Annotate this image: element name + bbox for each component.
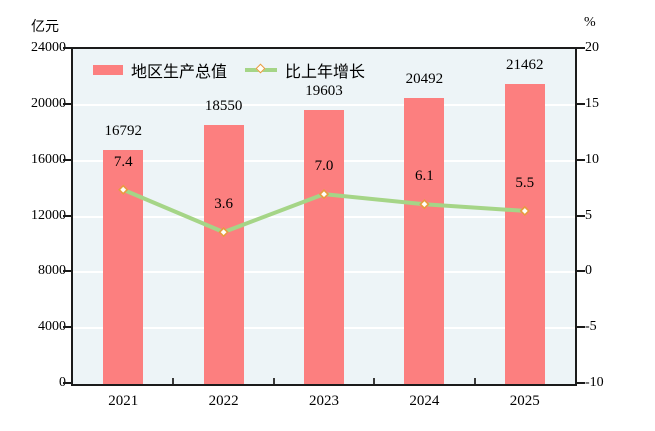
plot-area: 地区生产总值 比上年增长 16792 18550 19603 20492 21462 7.… xyxy=(71,47,577,386)
right-axis-tickmark xyxy=(577,158,585,161)
diamond-marker-icon xyxy=(118,184,129,195)
left-axis-tickmark xyxy=(63,47,71,49)
left-axis-tickmark xyxy=(63,270,71,273)
bar-value-label: 18550 xyxy=(204,98,243,115)
growth-value-label: 5.5 xyxy=(515,174,535,191)
right-axis-tick-label: -5 xyxy=(585,319,597,335)
left-axis-tick-label: 24000 xyxy=(31,40,66,55)
growth-value-label: 3.6 xyxy=(214,196,233,213)
left-axis-tick-label: 20000 xyxy=(31,95,66,111)
x-axis-tick xyxy=(373,378,376,384)
left-axis-tickmark xyxy=(63,382,71,384)
diamond-marker-icon xyxy=(218,227,229,238)
left-axis-tickmark xyxy=(63,214,71,217)
left-axis-tick-label: 16000 xyxy=(31,151,66,167)
x-axis-tick xyxy=(172,378,175,384)
bar-2022 xyxy=(203,125,244,384)
growth-value-label: 7.0 xyxy=(314,158,334,175)
left-axis-unit-label: 亿元 xyxy=(31,20,59,35)
right-axis-tick-label: 0 xyxy=(585,263,592,279)
gridline xyxy=(73,103,575,106)
right-axis-unit-label: % xyxy=(584,15,596,30)
left-axis-tick-label: 8000 xyxy=(38,263,66,279)
right-axis-tickmark xyxy=(577,214,585,217)
bar-2024 xyxy=(404,97,445,384)
right-axis-tick-label: 15 xyxy=(585,95,599,111)
x-axis-tick xyxy=(272,378,275,384)
bar-2023 xyxy=(304,110,344,384)
left-axis-tick-label: 0 xyxy=(20,374,66,392)
right-axis-tickmark xyxy=(577,102,585,105)
left-axis-tickmark xyxy=(63,158,71,161)
growth-value-label: 7.4 xyxy=(113,153,133,170)
x-axis-category-label: 2025 xyxy=(509,393,540,409)
x-axis-tick xyxy=(473,378,476,384)
legend: 地区生产总值 比上年增长 xyxy=(93,61,366,81)
right-axis-tickmark xyxy=(577,326,585,329)
growth-line-layer xyxy=(118,184,530,238)
x-axis-category-label: 2024 xyxy=(409,393,440,409)
bar-series-swatch xyxy=(93,65,123,75)
right-axis-tickmark xyxy=(577,382,585,384)
line-series-legend-label: 比上年增长 xyxy=(285,64,366,81)
left-axis-tick-label: 4000 xyxy=(38,319,66,335)
right-axis-tick-label: -10 xyxy=(585,375,604,390)
growth-value-label: 6.1 xyxy=(415,168,434,185)
right-axis-tick-label: 5 xyxy=(585,207,592,223)
bar-value-label: 16792 xyxy=(104,122,142,139)
right-axis-tickmark xyxy=(577,270,585,273)
right-axis-tick-label: 20 xyxy=(585,40,599,55)
bar-value-label: 21462 xyxy=(506,57,544,74)
diamond-marker-icon xyxy=(519,205,530,217)
x-axis-category-label: 2022 xyxy=(208,393,239,409)
left-axis-tick-label: 12000 xyxy=(31,207,66,223)
left-axis-tickmark xyxy=(63,102,71,105)
bar-value-label: 19603 xyxy=(305,83,343,100)
bar-value-label: 20492 xyxy=(405,70,444,87)
line-series-swatch xyxy=(245,63,278,74)
diamond-marker-icon xyxy=(419,199,430,210)
bar-2025 xyxy=(504,84,545,384)
x-axis-category-label: 2023 xyxy=(309,393,339,409)
right-axis-tick-label: 10 xyxy=(585,151,599,167)
diamond-marker-icon xyxy=(318,189,330,200)
right-axis-tickmark xyxy=(577,47,585,49)
left-axis-tickmark xyxy=(63,326,71,329)
bar-series-legend-label: 地区生产总值 xyxy=(131,64,228,81)
x-axis-category-label: 2021 xyxy=(108,393,139,409)
